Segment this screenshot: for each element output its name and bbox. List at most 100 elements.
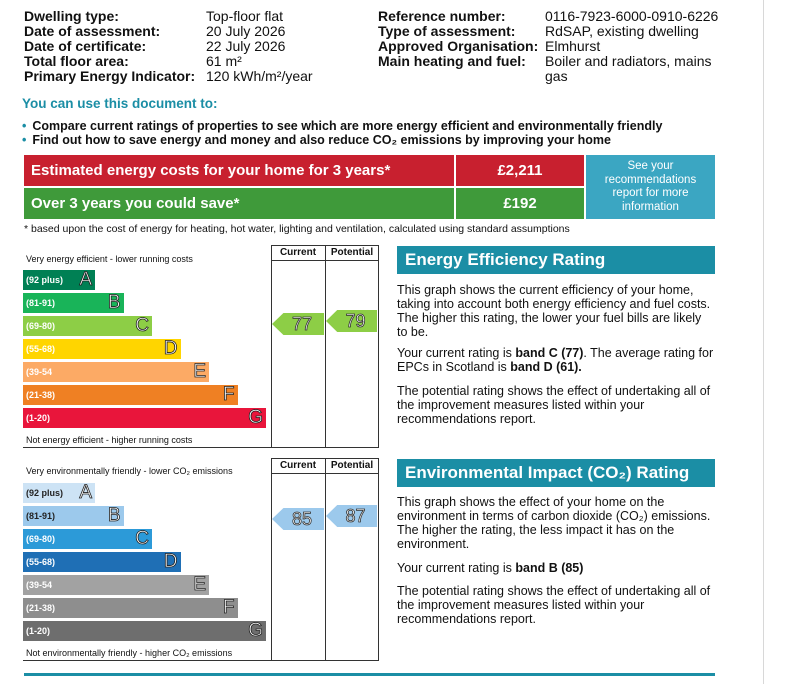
env-potential-arrow: 87 — [326, 505, 377, 527]
energy-potential-arrow: 79 — [326, 310, 377, 332]
env-band-range: (69-80) — [26, 534, 56, 544]
env-band-letter: C — [135, 528, 150, 550]
energy-band-letter: G — [248, 407, 264, 429]
env-col-current: Current — [279, 460, 317, 471]
env-band-g: (1-20) G — [23, 620, 266, 642]
env-band-letter: E — [193, 574, 206, 596]
energy-band-range: (55-68) — [26, 344, 56, 354]
value-heating-fuel: Boiler and radiators, mains — [545, 53, 712, 69]
env-band-e: (39-54 E — [23, 574, 209, 596]
costs-footnote: * based upon the cost of energy for heat… — [24, 223, 570, 235]
see-recommendations-text: See your recommendations report for more… — [604, 160, 697, 213]
env-band-range: (55-68) — [26, 557, 56, 567]
header-left-labels: Dwelling type: Date of assessment: Date … — [24, 9, 204, 84]
label-floor-area: Total floor area: — [24, 53, 129, 69]
energy-band-letter: D — [163, 338, 178, 360]
label-dwelling-type: Dwelling type: — [24, 8, 119, 24]
energy-top-label: Very energy efficient - lower running co… — [26, 254, 193, 264]
energy-band-letter: B — [107, 292, 121, 314]
estimated-costs-value: £2,211 — [456, 155, 584, 186]
value-assessment-type: RdSAP, existing dwelling — [545, 23, 699, 39]
energy-band-b: (81-91) B — [23, 292, 124, 314]
label-date-assessment: Date of assessment: — [24, 23, 161, 39]
energy-band-letter: E — [193, 361, 206, 383]
value-heating-fuel-cont: gas — [545, 68, 568, 84]
env-band-range: (21-38) — [26, 603, 56, 613]
energy-col-potential: Potential — [330, 247, 374, 258]
energy-band-range: (1-20) — [26, 413, 51, 423]
energy-band-g: (1-20) G — [23, 407, 266, 429]
eer-para-3: The potential rating shows the effect of… — [397, 384, 711, 426]
could-save-label: Over 3 years you could save* — [31, 195, 240, 212]
value-floor-area: 61 m² — [206, 53, 242, 69]
energy-band-letter: A — [79, 269, 92, 291]
energy-chart: Current Potential Very energy efficient … — [23, 245, 379, 448]
energy-current-arrow: 77 — [272, 313, 324, 335]
energy-band-c: (69-80) C — [23, 315, 152, 337]
label-reference: Reference number: — [378, 8, 506, 24]
value-date-assessment: 20 July 2026 — [206, 23, 286, 39]
env-top-label: Very environmentally friendly - lower CO… — [26, 466, 233, 476]
value-dwelling-type: Top-floor flat — [206, 8, 284, 24]
env-bottom-label: Not environmentally friendly - higher CO… — [26, 648, 233, 658]
uses-bullet: • Compare current ratings of properties t… — [22, 119, 663, 133]
label-approved-org: Approved Organisation: — [378, 38, 539, 54]
energy-col-current: Current — [279, 247, 317, 258]
env-band-range: (92 plus) — [26, 488, 64, 498]
header-left-values: Top-floor flat 20 July 2026 22 July 2026… — [206, 9, 376, 84]
energy-band-range: (69-80) — [26, 321, 56, 331]
label-heating-fuel: Main heating and fuel: — [378, 53, 526, 69]
env-band-c: (69-80) C — [23, 528, 152, 550]
env-band-range: (81-91) — [26, 511, 56, 521]
energy-band-letter: F — [222, 384, 235, 406]
value-approved-org: Elmhurst — [545, 38, 601, 54]
energy-band-letter: C — [135, 315, 150, 337]
env-col-potential: Potential — [330, 460, 374, 471]
energy-band-d: (55-68) D — [23, 338, 181, 360]
label-primary-energy: Primary Energy Indicator: — [24, 68, 196, 84]
value-reference: 0116-7923-6000-0910-6226 — [545, 8, 719, 24]
bottom-rule — [24, 673, 715, 676]
energy-band-a: (92 plus) A — [23, 269, 95, 291]
eir-panel-title: Environmental Impact (CO₂) Rating — [397, 459, 715, 487]
energy-band-range: (81-91) — [26, 298, 56, 308]
could-save-bar: Over 3 years you could save* — [24, 188, 454, 219]
energy-band-e: (39-54 E — [23, 361, 209, 383]
env-band-range: (39-54 — [26, 580, 53, 590]
eir-para-1: This graph shows the effect of your home… — [397, 495, 711, 551]
env-band-letter: G — [248, 620, 264, 642]
uses-bullet: • Find out how to save energy and money a… — [22, 133, 611, 147]
value-primary-energy: 120 kWh/m²/year — [206, 68, 313, 84]
env-band-letter: B — [107, 505, 121, 527]
could-save-value: £192 — [456, 188, 584, 219]
env-band-letter: A — [79, 482, 92, 504]
uses-title: You can use this document to: — [22, 96, 218, 111]
env-band-letter: D — [163, 551, 178, 573]
env-band-d: (55-68) D — [23, 551, 181, 573]
env-current-arrow: 85 — [272, 508, 324, 530]
estimated-costs-label: Estimated energy costs for your home for… — [31, 162, 391, 179]
estimated-costs-bar: Estimated energy costs for your home for… — [24, 155, 454, 186]
energy-band-range: (21-38) — [26, 390, 56, 400]
env-chart: Current Potential Very environmentally f… — [23, 458, 379, 661]
label-date-certificate: Date of certificate: — [24, 38, 147, 54]
label-assessment-type: Type of assessment: — [378, 23, 516, 39]
energy-band-range: (39-54 — [26, 367, 53, 377]
scrollbar-track[interactable] — [763, 0, 764, 684]
header-right-values: 0116-7923-6000-0910-6226 RdSAP, existing… — [545, 9, 745, 84]
uses-bullets: • Compare current ratings of properties t… — [22, 119, 742, 147]
env-band-range: (1-20) — [26, 626, 51, 636]
see-recommendations-box[interactable]: See your recommendations report for more… — [586, 155, 715, 219]
env-band-b: (81-91) B — [23, 505, 124, 527]
eer-para-2: Your current rating is band C (77). The … — [397, 346, 714, 374]
energy-band-range: (92 plus) — [26, 275, 64, 285]
eir-para-2: Your current rating is band B (85) — [397, 561, 584, 575]
eer-para-1: This graph shows the current efficiency … — [397, 283, 711, 339]
env-band-a: (92 plus) A — [23, 482, 95, 504]
header-right-labels: Reference number: Type of assessment: Ap… — [378, 9, 543, 69]
env-band-f: (21-38) F — [23, 597, 238, 619]
energy-band-f: (21-38) F — [23, 384, 238, 406]
energy-bottom-label: Not energy efficient - higher running co… — [26, 435, 193, 445]
eer-panel-title: Energy Efficiency Rating — [397, 246, 715, 274]
env-band-letter: F — [222, 597, 235, 619]
